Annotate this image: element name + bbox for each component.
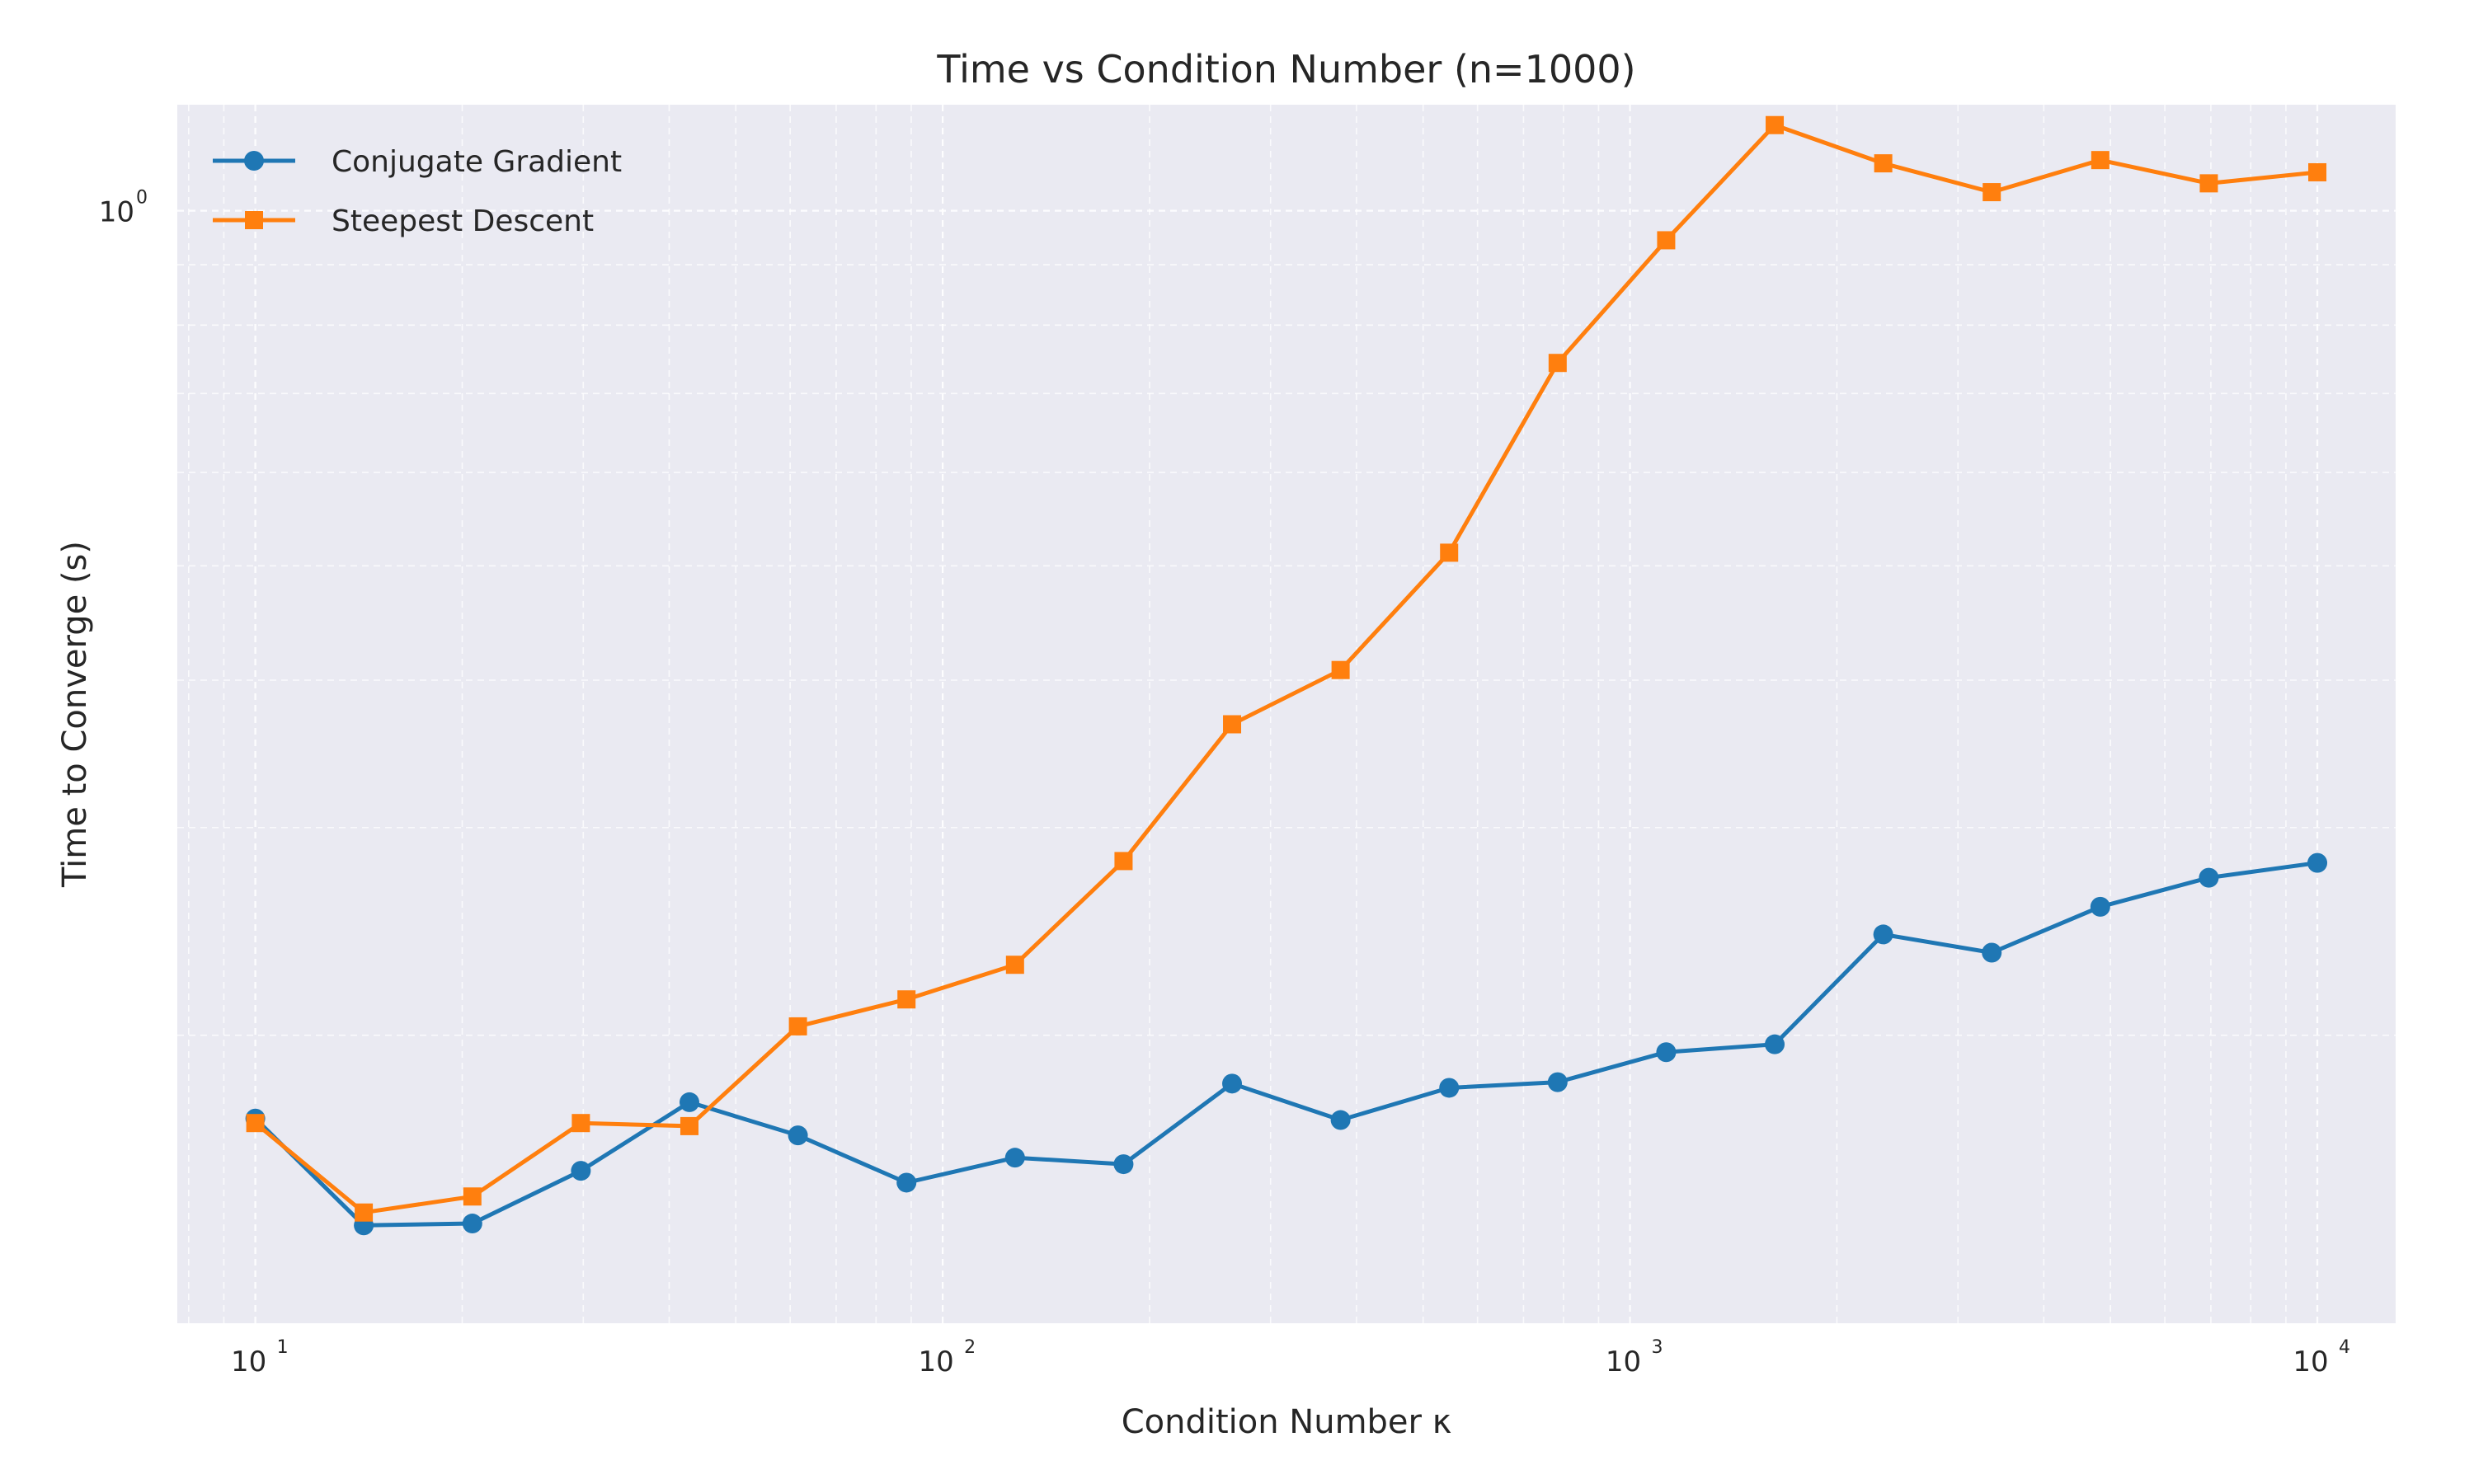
data-point [1765, 1034, 1785, 1054]
data-point [355, 1203, 374, 1222]
data-point [1982, 183, 2001, 202]
x-tick-label: 10 [1606, 1345, 1641, 1378]
data-point [1656, 1042, 1677, 1063]
y-tick-exponent: 0 [136, 188, 148, 209]
y-tick: 10 0 [99, 188, 148, 229]
data-point [2199, 174, 2218, 193]
data-point [1114, 852, 1133, 871]
legend-marker [245, 211, 263, 229]
series-line [254, 123, 2318, 1215]
legend-entry: Conjugate Gradient [213, 145, 622, 179]
legend-marker [244, 151, 264, 171]
x-tick: 10 4 [2293, 1337, 2350, 1378]
series-1 [246, 115, 2327, 1222]
data-point [896, 1172, 917, 1193]
data-point [571, 1161, 591, 1181]
data-point [246, 1114, 265, 1133]
series-line [253, 861, 2318, 1228]
chart-title: Time vs Condition Number (n=1000) [936, 47, 1635, 92]
data-point [2307, 852, 2328, 873]
x-tick-label: 10 [2293, 1345, 2328, 1378]
legend-entry: Steepest Descent [213, 204, 594, 238]
data-point [1548, 354, 1567, 373]
data-point [1982, 942, 2002, 963]
data-point [2090, 896, 2110, 917]
data-point [1113, 1154, 1134, 1175]
data-point [788, 1017, 807, 1036]
legend-label: Conjugate Gradient [332, 145, 622, 179]
legend-label: Steepest Descent [332, 204, 594, 238]
x-tick: 10 3 [1606, 1337, 1663, 1378]
x-axis-label: Condition Number κ [1122, 1403, 1452, 1441]
data-point [1873, 924, 1893, 945]
y-axis-label: Time to Converge (s) [56, 541, 94, 888]
data-point [1331, 660, 1350, 679]
data-point [897, 990, 916, 1009]
x-tick-exponent: 3 [1652, 1337, 1663, 1358]
data-point [1874, 154, 1893, 173]
x-tick: 10 1 [231, 1337, 289, 1378]
data-point [1657, 231, 1676, 250]
data-point [1005, 956, 1024, 974]
grid-lines [177, 105, 2396, 1323]
data-point [1004, 1148, 1025, 1168]
x-tick: 10 2 [918, 1337, 976, 1378]
plot-area [177, 105, 2396, 1323]
x-axis-ticks: 10 1 10 2 10 3 10 4 [231, 1337, 2350, 1378]
data-point [1440, 543, 1459, 562]
x-tick-label: 10 [918, 1345, 953, 1378]
data-point [1330, 1110, 1351, 1130]
series-layer [245, 115, 2328, 1236]
data-point [1439, 1078, 1460, 1098]
data-point [1547, 1072, 1568, 1092]
data-point [679, 1092, 699, 1112]
y-axis-ticks: 10 0 [99, 188, 148, 229]
data-point [1222, 1073, 1243, 1094]
legend: Conjugate Gradient Steepest Descent [213, 145, 622, 238]
data-point [462, 1214, 482, 1234]
x-tick-exponent: 4 [2339, 1337, 2350, 1358]
data-point [2091, 151, 2109, 170]
x-tick-label: 10 [231, 1345, 266, 1378]
data-point [2199, 867, 2219, 888]
data-point [788, 1125, 808, 1146]
data-point [463, 1187, 482, 1206]
y-tick-label: 10 [99, 196, 134, 229]
data-point [680, 1116, 698, 1135]
data-point [2308, 162, 2327, 181]
x-tick-exponent: 1 [277, 1337, 289, 1358]
data-point [1766, 115, 1785, 134]
data-point [571, 1114, 590, 1133]
data-point [1223, 715, 1242, 734]
x-tick-exponent: 2 [964, 1337, 976, 1358]
